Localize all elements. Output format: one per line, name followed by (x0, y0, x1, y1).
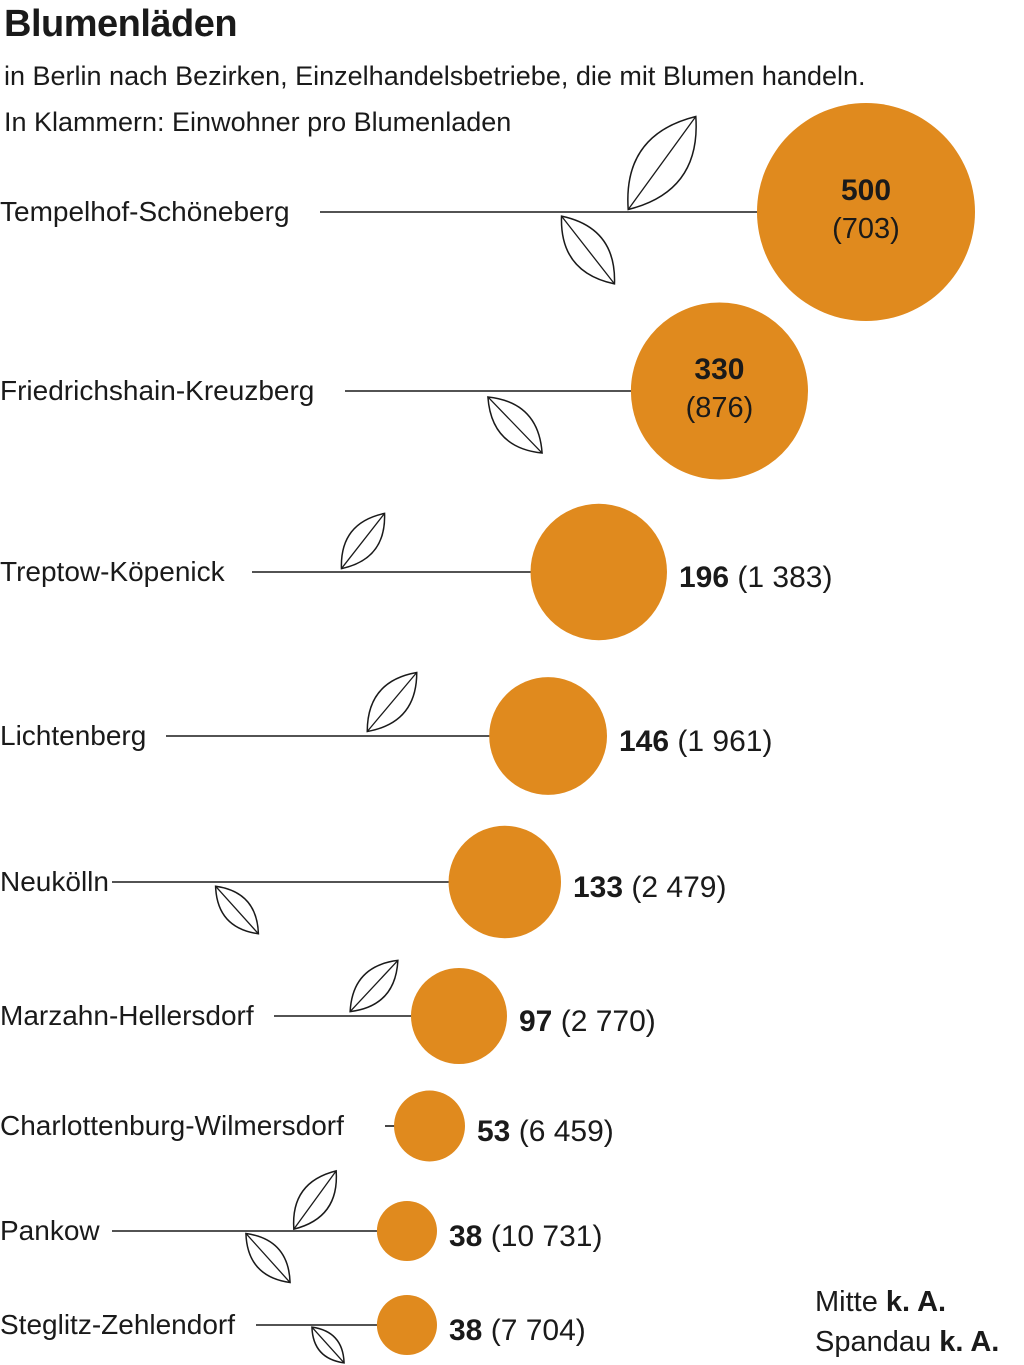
residents-label: (2 770) (552, 1005, 655, 1038)
value-label: 97 (2 770) (519, 1005, 656, 1038)
category-label: Charlottenburg-Wilmersdorf (0, 1110, 344, 1141)
footnote-value: k. A. (939, 1326, 1000, 1358)
category-label: Steglitz-Zehlendorf (0, 1309, 235, 1340)
value-number: 146 (619, 725, 669, 758)
footnote-district: Mitte (815, 1286, 878, 1318)
category-label: Treptow-Köpenick (0, 556, 226, 587)
leaf-icon (560, 215, 616, 285)
value-number: 196 (679, 561, 729, 594)
value-label: 500 (841, 174, 891, 207)
bubble (410, 967, 507, 1065)
value-number: 38 (449, 1314, 482, 1347)
residents-label: (10 731) (482, 1220, 602, 1253)
residents-label: (6 459) (510, 1115, 613, 1148)
bubble (394, 1090, 465, 1162)
value-number: 38 (449, 1220, 482, 1253)
bubble (489, 677, 607, 795)
value-label: 196 (1 383) (679, 561, 832, 594)
bubble (530, 503, 667, 641)
category-label: Marzahn-Hellersdorf (0, 1000, 254, 1031)
value-label: 53 (6 459) (477, 1115, 614, 1148)
chart-subtitle: in Berlin nach Bezirken, Einzelhandelsbe… (4, 61, 866, 91)
chart-title: Blumenläden (4, 3, 238, 45)
leaf-icon (349, 959, 399, 1013)
leaf-icon (292, 1169, 338, 1231)
chart-subtitle-note: In Klammern: Einwohner pro Blumenladen (4, 107, 512, 137)
value-label: 38 (10 731) (449, 1220, 602, 1253)
leaf-icon (245, 1232, 291, 1284)
value-number: 133 (573, 871, 623, 904)
value-label: 38 (7 704) (449, 1314, 586, 1347)
value-number: 53 (477, 1115, 510, 1148)
value-label: 133 (2 479) (573, 871, 726, 904)
bubble (757, 103, 975, 321)
bubble (376, 1294, 437, 1356)
footnote-district: Spandau (815, 1326, 932, 1358)
bubble (448, 825, 561, 939)
leaf-icon (340, 512, 386, 570)
bubble (376, 1200, 437, 1262)
residents-label: (7 704) (482, 1314, 585, 1347)
category-label: Pankow (0, 1215, 100, 1246)
leaf-icon (214, 885, 260, 935)
category-label: Friedrichshain-Kreuzberg (0, 375, 314, 406)
residents-label: (1 383) (729, 561, 832, 594)
residents-label: (703) (832, 213, 900, 245)
leaf-icon (627, 115, 697, 211)
leaf-icon (311, 1326, 345, 1364)
residents-label: (2 479) (623, 871, 726, 904)
residents-label: (876) (686, 392, 754, 424)
category-label: Tempelhof-Schöneberg (0, 196, 290, 227)
value-number: 97 (519, 1005, 552, 1038)
value-label: 330 (694, 353, 744, 386)
value-label: 146 (1 961) (619, 725, 772, 758)
leaf-icon (487, 396, 543, 454)
leaf-icon (366, 671, 418, 733)
footnote-value: k. A. (885, 1286, 947, 1318)
category-label: Neukölln (0, 866, 109, 897)
footnote-mitte: Mitte k. A. (815, 1286, 946, 1318)
category-label: Lichtenberg (0, 720, 146, 751)
footnote-spandau: Spandau k. A. (815, 1326, 999, 1358)
residents-label: (1 961) (669, 725, 772, 758)
bubble (630, 302, 808, 480)
